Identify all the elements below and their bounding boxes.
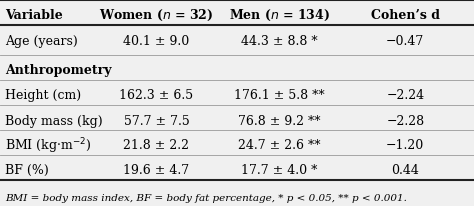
- Text: Men ($n$ = 134): Men ($n$ = 134): [229, 8, 330, 23]
- Text: 57.7 ± 7.5: 57.7 ± 7.5: [124, 114, 189, 127]
- Text: Age (years): Age (years): [5, 35, 77, 48]
- Text: BMI = body mass index, BF = body fat percentage, * p < 0.05, ** p < 0.001.: BMI = body mass index, BF = body fat per…: [5, 193, 407, 202]
- Text: BF (%): BF (%): [5, 164, 48, 176]
- Text: 162.3 ± 6.5: 162.3 ± 6.5: [119, 88, 193, 101]
- Text: Cohen’s d: Cohen’s d: [371, 9, 440, 22]
- Text: 176.1 ± 5.8 **: 176.1 ± 5.8 **: [234, 88, 325, 101]
- Text: Variable: Variable: [5, 9, 63, 22]
- Text: −2.24: −2.24: [386, 88, 424, 101]
- Text: 19.6 ± 4.7: 19.6 ± 4.7: [123, 164, 190, 176]
- Text: 17.7 ± 4.0 *: 17.7 ± 4.0 *: [241, 164, 318, 176]
- Text: 76.8 ± 9.2 **: 76.8 ± 9.2 **: [238, 114, 321, 127]
- Text: 21.8 ± 2.2: 21.8 ± 2.2: [123, 139, 190, 152]
- Text: 24.7 ± 2.6 **: 24.7 ± 2.6 **: [238, 139, 321, 152]
- Text: Women ($n$ = 32): Women ($n$ = 32): [99, 8, 214, 23]
- Text: BMI (kg·m$^{-2}$): BMI (kg·m$^{-2}$): [5, 136, 91, 155]
- Text: Body mass (kg): Body mass (kg): [5, 114, 102, 127]
- Text: −0.47: −0.47: [386, 35, 424, 48]
- Text: −1.20: −1.20: [386, 139, 424, 152]
- Text: Height (cm): Height (cm): [5, 88, 81, 101]
- Text: 40.1 ± 9.0: 40.1 ± 9.0: [123, 35, 190, 48]
- Text: 0.44: 0.44: [392, 164, 419, 176]
- Text: Anthropometry: Anthropometry: [5, 64, 111, 76]
- Text: 44.3 ± 8.8 *: 44.3 ± 8.8 *: [241, 35, 318, 48]
- Text: −2.28: −2.28: [386, 114, 424, 127]
